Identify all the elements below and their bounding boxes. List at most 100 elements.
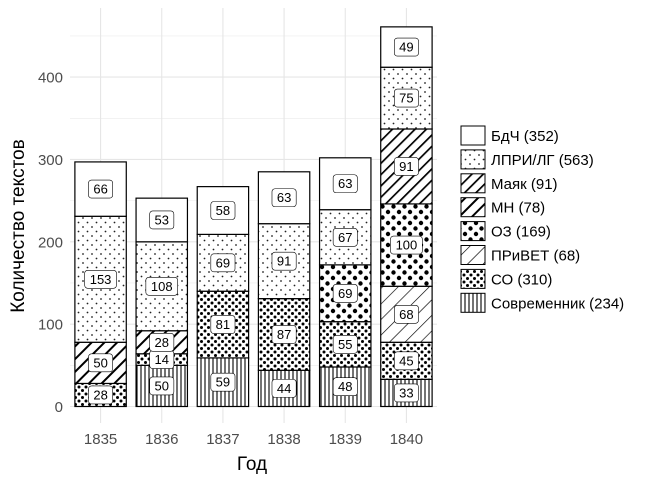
data-label: 44: [271, 379, 297, 398]
data-label-text: 45: [399, 353, 413, 368]
data-label: 66: [88, 179, 113, 199]
data-label-box: [84, 269, 117, 289]
data-label: 58: [210, 201, 236, 220]
legend-item-привет-68: ПРиВЕТ (68): [460, 245, 580, 265]
data-label-text: 50: [155, 378, 169, 393]
data-label: 28: [88, 385, 113, 405]
data-label-text: 87: [277, 327, 291, 342]
legend-item-маяк-91: Маяк (91): [460, 173, 558, 194]
data-label-text: 67: [338, 230, 352, 245]
data-label-text: 81: [216, 317, 230, 332]
data-label-text: 63: [338, 176, 352, 191]
data-label-text: 69: [338, 286, 352, 301]
data-label: 69: [210, 253, 236, 273]
data-label-text: 28: [155, 335, 169, 350]
data-label: 59: [210, 372, 236, 392]
data-label-box: [210, 315, 236, 334]
data-label-box: [145, 276, 178, 296]
data-label-text: 55: [338, 337, 352, 352]
legend-key: [460, 197, 486, 218]
data-label: 68: [394, 304, 419, 324]
data-label-box: [394, 383, 419, 403]
data-label-box: [210, 372, 236, 392]
data-label: 91: [394, 157, 419, 176]
data-label-text: 33: [399, 385, 413, 400]
x-tick-label: 1835: [84, 431, 117, 448]
data-label-text: 53: [155, 212, 169, 227]
legend-key: [460, 173, 486, 194]
legend-key: [460, 149, 486, 170]
data-label-text: 58: [216, 203, 230, 218]
data-label-box: [394, 88, 419, 108]
legend: БдЧ (352) ЛПРИ/ЛГ (563) Маяк (91) МН (78) ОЗ…: [460, 125, 624, 313]
data-label-text: 59: [216, 375, 230, 390]
legend-label: ОЗ (169): [491, 224, 551, 241]
data-label: 67: [332, 227, 358, 247]
legend-item-со-310: СО (310): [460, 268, 552, 289]
data-label-box: [394, 351, 419, 371]
data-label-text: 91: [399, 159, 413, 174]
data-label-text: 68: [399, 307, 413, 322]
data-label: 28: [149, 332, 175, 352]
y-tick-label: 300: [38, 152, 63, 169]
data-label-box: [88, 385, 113, 405]
data-label: 50: [88, 353, 113, 373]
bar-segment-оз-169-1840: [380, 203, 433, 287]
legend-key: [460, 292, 486, 313]
legend-key: [460, 268, 486, 289]
data-label-text: 108: [151, 279, 173, 294]
legend-item-оз-169: ОЗ (169): [460, 221, 551, 242]
data-label-text: 91: [277, 254, 291, 269]
x-tick-label: 1840: [390, 431, 423, 448]
data-label-box: [210, 253, 236, 273]
legend-item-современник-234: Современник (234): [460, 292, 624, 313]
data-label-text: 49: [399, 40, 413, 55]
data-label-text: 100: [396, 238, 418, 253]
data-label-text: 28: [93, 387, 107, 402]
data-label-box: [390, 235, 423, 255]
legend-item-лпри-лг-563: ЛПРИ/ЛГ (563): [460, 149, 594, 170]
data-label: 14: [149, 350, 175, 369]
data-label-box: [332, 283, 358, 303]
data-label-text: 48: [338, 379, 352, 394]
data-label: 75: [394, 88, 419, 108]
data-label-text: 153: [90, 272, 112, 287]
data-label: 45: [394, 351, 419, 371]
x-tick-label: 1836: [145, 431, 178, 448]
x-axis-title: Год: [237, 454, 267, 475]
data-label-box: [332, 335, 358, 354]
data-label-text: 75: [399, 91, 413, 106]
data-label: 87: [271, 325, 297, 344]
x-tick-label: 1839: [329, 431, 362, 448]
data-label-box: [271, 188, 297, 208]
x-tick-label: 1837: [206, 431, 239, 448]
legend-label: БдЧ (352): [491, 128, 559, 145]
data-label: 81: [210, 315, 236, 334]
data-label-box: [394, 37, 419, 57]
legend-item-мн-78: МН (78): [460, 197, 545, 218]
y-tick-label: 400: [38, 70, 63, 87]
data-label-text: 14: [155, 352, 169, 367]
data-label: 53: [149, 210, 175, 230]
data-label: 69: [332, 283, 358, 303]
data-label: 49: [394, 37, 419, 57]
data-label: 153: [84, 269, 117, 289]
y-axis-title: Количество текстов: [8, 139, 29, 313]
data-label-box: [394, 157, 419, 176]
data-label: 48: [332, 377, 358, 397]
data-label: 33: [394, 383, 419, 403]
data-label: 100: [390, 235, 423, 255]
data-label-box: [332, 174, 358, 194]
data-label-box: [210, 201, 236, 220]
data-label-text: 63: [277, 190, 291, 205]
y-tick-label: 0: [55, 399, 63, 416]
data-label: 63: [271, 188, 297, 208]
data-label-box: [394, 304, 419, 324]
x-axis-ticks: 1835 1836 1837 1838 1839 1840: [84, 431, 423, 448]
data-label-box: [149, 332, 175, 352]
x-tick-label: 1838: [267, 431, 300, 448]
data-label-box: [271, 325, 297, 344]
data-label-text: 66: [93, 182, 107, 197]
